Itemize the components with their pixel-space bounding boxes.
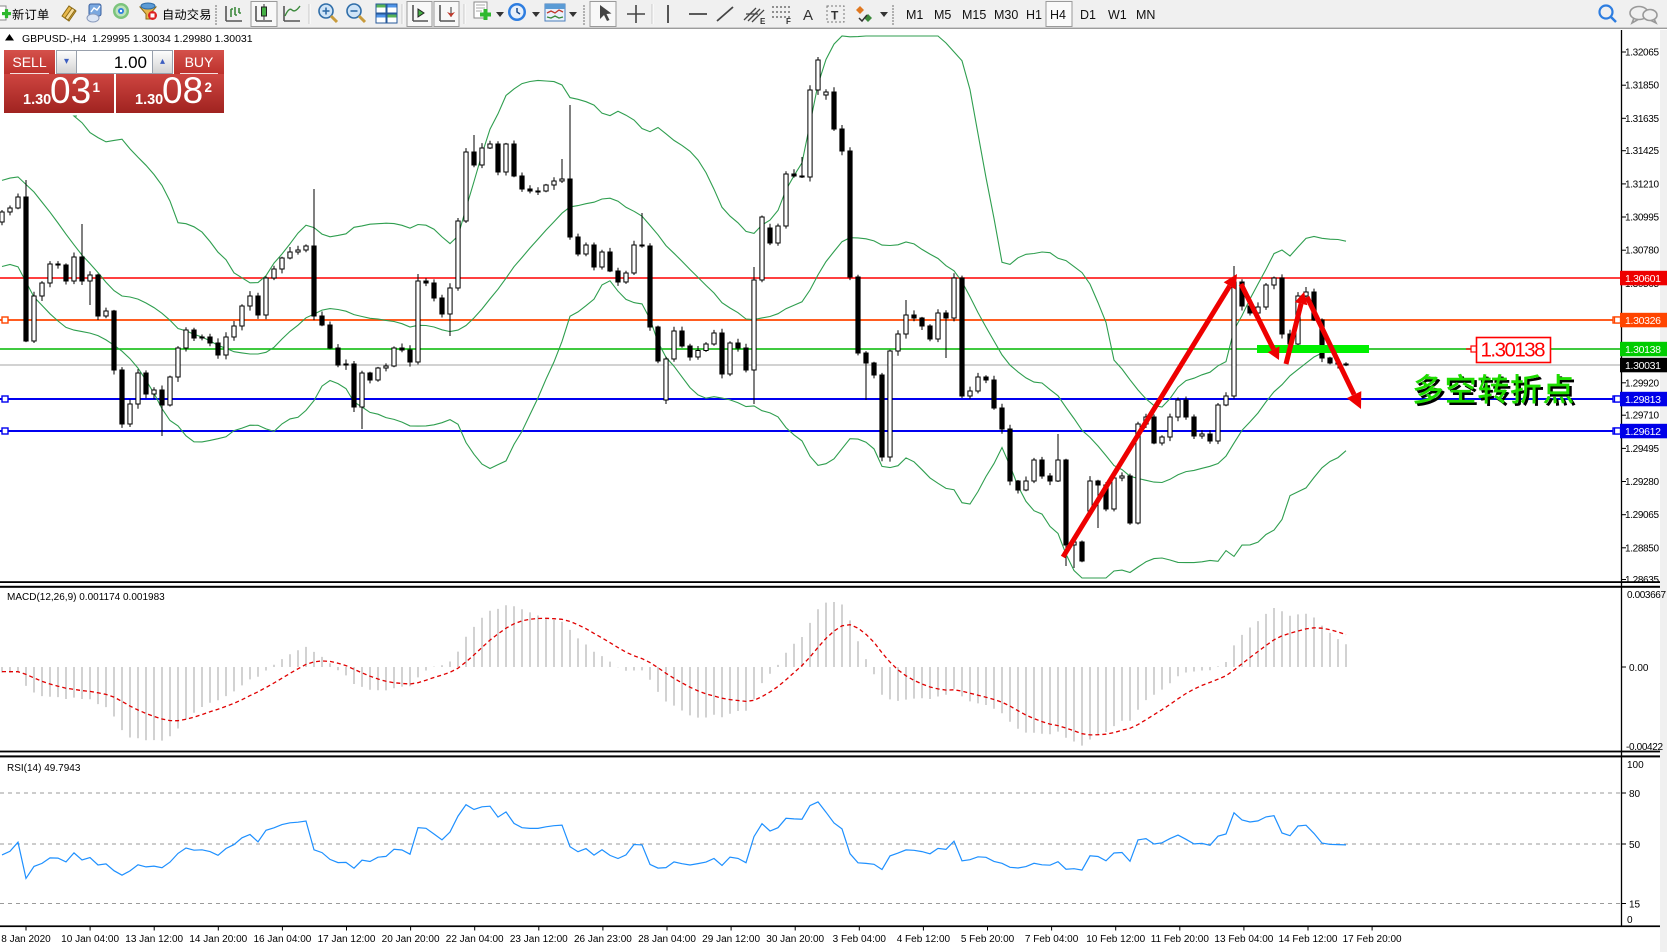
svg-text:13 Feb 04:00: 13 Feb 04:00 — [1214, 934, 1273, 945]
svg-text:1.28850: 1.28850 — [1625, 543, 1659, 554]
svg-text:M15: M15 — [962, 8, 986, 22]
svg-text:1.29710: 1.29710 — [1625, 411, 1659, 422]
svg-text:22 Jan 04:00: 22 Jan 04:00 — [446, 934, 504, 945]
svg-text:17 Feb 20:00: 17 Feb 20:00 — [1343, 934, 1402, 945]
svg-text:M5: M5 — [934, 8, 951, 22]
svg-text:7 Feb 04:00: 7 Feb 04:00 — [1025, 934, 1079, 945]
svg-text:14 Feb 12:00: 14 Feb 12:00 — [1279, 934, 1338, 945]
svg-text:1.28635: 1.28635 — [1625, 575, 1659, 586]
svg-text:14 Jan 20:00: 14 Jan 20:00 — [189, 934, 247, 945]
svg-text:10 Feb 12:00: 10 Feb 12:00 — [1086, 934, 1145, 945]
svg-text:RSI(14) 49.7943: RSI(14) 49.7943 — [7, 763, 81, 774]
svg-text:1.30138: 1.30138 — [1481, 339, 1546, 362]
svg-text:1.31425: 1.31425 — [1625, 146, 1659, 157]
svg-text:10 Jan 04:00: 10 Jan 04:00 — [61, 934, 119, 945]
svg-text:1.32065: 1.32065 — [1625, 48, 1659, 59]
svg-text:0.00: 0.00 — [1629, 663, 1649, 674]
svg-text:M30: M30 — [994, 8, 1018, 22]
svg-text:1.31850: 1.31850 — [1625, 81, 1659, 92]
svg-text:M1: M1 — [906, 8, 923, 22]
svg-text:1.30326: 1.30326 — [1625, 315, 1661, 327]
svg-text:16 Jan 04:00: 16 Jan 04:00 — [253, 934, 311, 945]
svg-text:1.30031: 1.30031 — [1625, 360, 1661, 372]
svg-text:15: 15 — [1629, 900, 1641, 911]
svg-text:1.30780: 1.30780 — [1625, 246, 1659, 257]
svg-text:1.29495: 1.29495 — [1625, 444, 1659, 455]
svg-text:H1: H1 — [1026, 8, 1042, 22]
svg-text:20 Jan 20:00: 20 Jan 20:00 — [382, 934, 440, 945]
svg-text:50: 50 — [1629, 840, 1641, 851]
svg-text:80: 80 — [1629, 789, 1641, 800]
svg-text:H4: H4 — [1050, 8, 1066, 22]
svg-text:30 Jan 20:00: 30 Jan 20:00 — [766, 934, 824, 945]
svg-text:1.29065: 1.29065 — [1625, 510, 1659, 521]
svg-text:0.003667: 0.003667 — [1627, 590, 1666, 601]
svg-text:MN: MN — [1136, 8, 1155, 22]
svg-text:D1: D1 — [1080, 8, 1096, 22]
svg-text:4 Feb 12:00: 4 Feb 12:00 — [897, 934, 951, 945]
svg-text:11 Feb 20:00: 11 Feb 20:00 — [1151, 934, 1210, 945]
svg-text:0: 0 — [1627, 915, 1633, 926]
svg-text:1.31635: 1.31635 — [1625, 114, 1659, 125]
svg-text:28 Jan 04:00: 28 Jan 04:00 — [638, 934, 696, 945]
svg-text:W1: W1 — [1108, 8, 1127, 22]
svg-text:T: T — [831, 9, 839, 23]
svg-text:13 Jan 12:00: 13 Jan 12:00 — [125, 934, 183, 945]
svg-text:1.30601: 1.30601 — [1625, 273, 1661, 285]
svg-text:F: F — [786, 17, 791, 26]
svg-text:1.30995: 1.30995 — [1625, 213, 1659, 224]
svg-text:MACD(12,26,9) 0.001174 0.00198: MACD(12,26,9) 0.001174 0.001983 — [7, 592, 165, 603]
svg-text:1.31210: 1.31210 — [1625, 179, 1659, 190]
svg-text:1.30138: 1.30138 — [1625, 344, 1661, 356]
svg-text:8 Jan 2020: 8 Jan 2020 — [1, 934, 51, 945]
svg-text:A: A — [803, 7, 813, 24]
svg-text:1.29920: 1.29920 — [1625, 378, 1659, 389]
svg-text:3 Feb 04:00: 3 Feb 04:00 — [833, 934, 887, 945]
svg-text:1.29813: 1.29813 — [1625, 394, 1661, 406]
svg-text:100: 100 — [1627, 760, 1644, 771]
svg-text:26 Jan 23:00: 26 Jan 23:00 — [574, 934, 632, 945]
svg-text:1.29280: 1.29280 — [1625, 477, 1659, 488]
svg-text:29 Jan 12:00: 29 Jan 12:00 — [702, 934, 760, 945]
svg-text:1.29612: 1.29612 — [1625, 426, 1661, 438]
svg-text:GBPUSD-,H4 1.29995 1.30034 1.: GBPUSD-,H4 1.29995 1.30034 1.29980 1.300… — [22, 33, 253, 45]
svg-text:E: E — [760, 17, 766, 26]
svg-text:23 Jan 12:00: 23 Jan 12:00 — [510, 934, 568, 945]
svg-text:17 Jan 12:00: 17 Jan 12:00 — [318, 934, 376, 945]
svg-text:-0.00422: -0.00422 — [1626, 742, 1663, 753]
svg-text:5 Feb 20:00: 5 Feb 20:00 — [961, 934, 1015, 945]
